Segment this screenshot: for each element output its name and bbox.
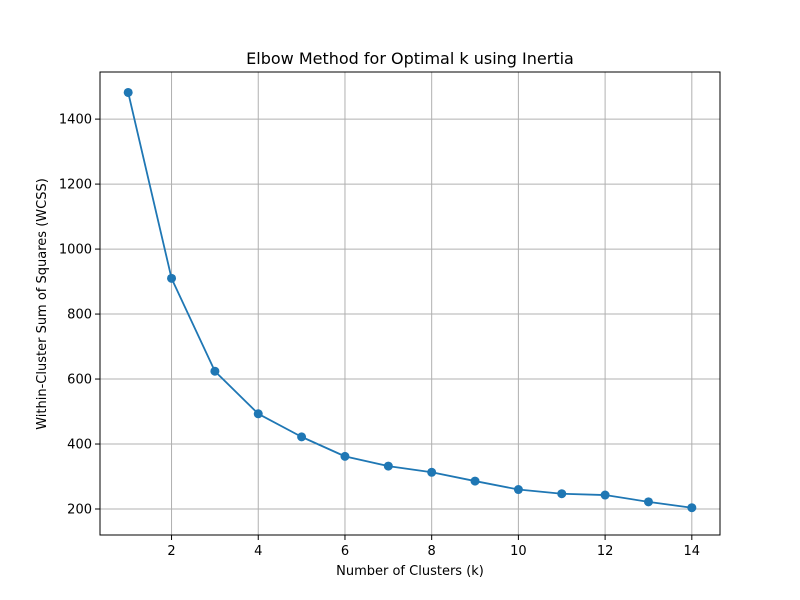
data-point (643, 497, 653, 507)
ticks-layer: 2 4 6 8 10 12 14 200 400 600 800 1000 1200 1400 (59, 113, 700, 559)
data-point (297, 432, 307, 442)
series-line (127, 92, 692, 509)
data-point (513, 485, 523, 495)
y-tick-label: 200 (67, 503, 92, 518)
y-tick-label: 1200 (59, 178, 92, 193)
y-tick-label: 400 (67, 438, 92, 453)
x-tick-label: 10 (510, 544, 527, 559)
x-tick-label: 2 (167, 544, 175, 559)
data-point (427, 467, 437, 477)
x-tick-label: 14 (684, 544, 701, 559)
y-tick-label: 1000 (59, 243, 92, 258)
data-point (687, 503, 697, 513)
data-point (253, 409, 263, 419)
data-point (210, 366, 220, 376)
y-tick-label: 600 (67, 373, 92, 388)
data-point (383, 461, 393, 471)
grid-layer (100, 72, 720, 535)
plot-frame (99, 71, 721, 536)
series-layer (123, 87, 697, 513)
x-axis-label: Number of Clusters (k) (336, 564, 484, 579)
y-tick-label: 1400 (59, 113, 92, 128)
data-point (557, 489, 567, 499)
y-tick-label: 800 (67, 308, 92, 323)
x-tick-label: 12 (597, 544, 614, 559)
data-point (470, 476, 480, 486)
chart-title: Elbow Method for Optimal k using Inertia (246, 49, 574, 68)
x-tick-label: 6 (341, 544, 349, 559)
data-point (600, 490, 610, 500)
x-tick-label: 4 (254, 544, 262, 559)
data-point (123, 87, 133, 97)
y-axis-label: Within-Cluster Sum of Squares (WCSS) (35, 178, 50, 430)
x-tick-label: 8 (428, 544, 436, 559)
data-point (167, 273, 177, 283)
data-point (340, 451, 350, 461)
